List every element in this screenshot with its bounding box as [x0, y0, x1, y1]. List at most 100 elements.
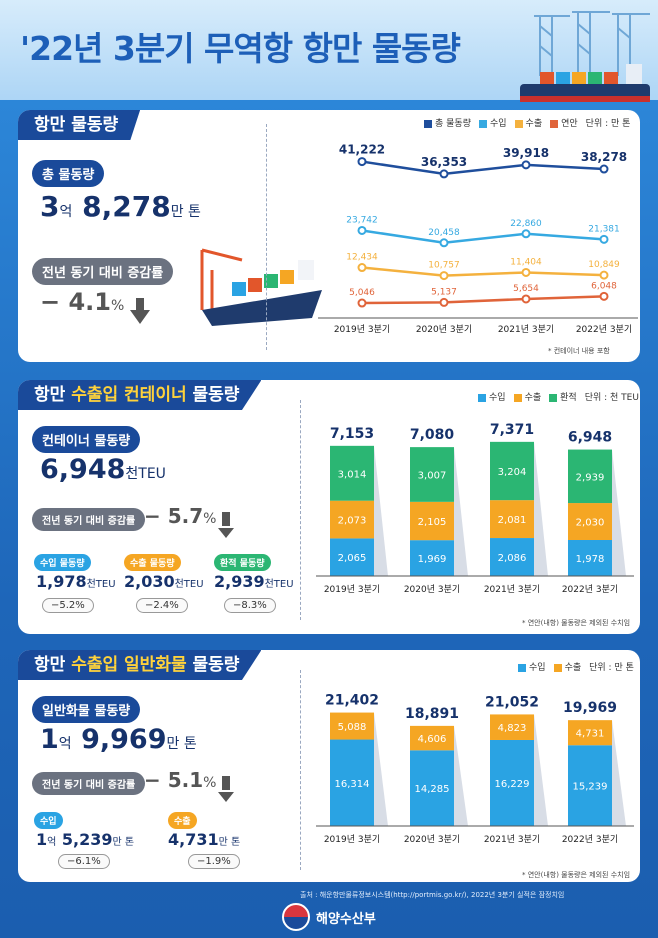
down-arrow-icon — [218, 776, 234, 802]
tag-highlight: 수출입 컨테이너 — [71, 385, 187, 405]
x-tick-label: 2022년 3분기 — [576, 324, 632, 335]
bar-segment — [410, 501, 454, 541]
data-label: 5,137 — [431, 287, 457, 297]
segment-label: 5,088 — [338, 722, 367, 733]
segment-label: 4,606 — [418, 734, 447, 745]
sub-value: 4,731만 톤 — [168, 830, 240, 849]
total-unit2: 만 톤 — [166, 736, 197, 752]
yoy-label: 전년 동기 대비 증감률 — [32, 508, 146, 531]
sub-unit: 천TEU — [174, 579, 204, 590]
sub-label: 수입 — [34, 812, 63, 829]
sub-number-b: 5,239 — [61, 830, 113, 849]
unit-label: 단위 : 천 TEU — [584, 393, 639, 403]
data-point — [599, 270, 609, 280]
panel-general-cargo-volume: 항만 수출입 일반화물 물동량 일반화물 물동량 1억 9,969만 톤 전년 … — [18, 650, 640, 882]
sub-value: 1억 5,239만 톤 — [36, 830, 134, 849]
x-tick-label: 2020년 3분기 — [404, 834, 460, 845]
data-label: 20,458 — [428, 228, 460, 238]
bar-shadow — [374, 712, 388, 826]
data-label: 39,918 — [503, 146, 549, 160]
segment-label: 4,731 — [576, 729, 605, 740]
data-label: 41,222 — [339, 143, 385, 157]
bar-segment — [410, 725, 454, 751]
segment-label: 3,014 — [338, 469, 367, 480]
total-label: 7,153 — [330, 426, 374, 442]
data-point — [599, 291, 609, 301]
segment-label: 14,285 — [415, 784, 450, 795]
bar-segment — [568, 720, 612, 746]
data-label: 36,353 — [421, 155, 467, 169]
data-point — [357, 225, 367, 235]
sub-label: 환적 물동량 — [214, 554, 271, 571]
legend-item: 연안 — [550, 116, 578, 129]
tag-post: 물동량 — [186, 385, 240, 405]
legend-label: 환적 — [560, 393, 577, 403]
total-label: 21,052 — [485, 694, 539, 710]
divider — [300, 400, 301, 620]
sub-unit-b: 만 톤 — [112, 837, 135, 848]
bar-segment — [330, 445, 374, 501]
legend-label: 수입 — [489, 393, 506, 403]
data-point — [357, 157, 367, 167]
x-tick-label: 2020년 3분기 — [404, 584, 460, 595]
series-line — [361, 160, 605, 176]
sub-label: 수출 물동량 — [124, 554, 181, 571]
data-label: 10,757 — [428, 261, 460, 271]
tag-pre: 항만 — [34, 655, 72, 675]
sub-value: 2,030천TEU — [124, 572, 204, 591]
sub-unit-a: 억 — [47, 837, 57, 848]
bar-segment — [330, 712, 374, 740]
data-label: 23,742 — [346, 215, 378, 225]
sub-value: 2,939천TEU — [214, 572, 294, 591]
ministry-name: 해양수산부 — [316, 911, 376, 927]
total-label: 19,969 — [563, 700, 617, 716]
data-point — [439, 169, 449, 179]
segment-label: 16,314 — [335, 779, 370, 790]
yoy-unit: % — [203, 511, 217, 527]
data-point — [521, 160, 531, 170]
bar-segment — [568, 745, 612, 826]
sub-number-b: 4,731 — [168, 830, 219, 849]
yoy-value: − 5.7% — [144, 504, 216, 528]
sub-number: 1,978 — [36, 572, 87, 591]
bar-segment — [490, 441, 534, 501]
data-point — [521, 294, 531, 304]
total-unit1: 억 — [59, 204, 73, 220]
down-arrow-icon — [130, 298, 150, 324]
sub-unit-b: 만 톤 — [218, 837, 241, 848]
legend-label: 총 물동량 — [435, 119, 471, 129]
segment-label: 2,086 — [498, 553, 527, 564]
yoy-label: 전년 동기 대비 증감률 — [32, 772, 146, 795]
divider — [266, 124, 267, 350]
sub-value: 1,978천TEU — [36, 572, 116, 591]
yoy-label: 전년 동기 대비 증감률 — [32, 258, 174, 285]
yoy-unit: % — [203, 775, 217, 791]
chart3-legend: 수입 수출 단위 : 만 톤 — [518, 660, 634, 673]
legend-item: 총 물동량 — [424, 116, 471, 129]
data-point — [439, 297, 449, 307]
tag-post: 물동량 — [186, 655, 240, 675]
crane-icon — [200, 248, 243, 310]
data-label: 6,048 — [591, 281, 617, 291]
yoy-number: − 5.7 — [144, 504, 204, 528]
data-label: 22,860 — [510, 219, 542, 229]
total-big2: 9,969 — [81, 724, 167, 755]
series-line — [361, 229, 605, 245]
sub-number: 2,030 — [124, 572, 175, 591]
total-label: 18,891 — [405, 706, 459, 722]
bar-segment — [410, 750, 454, 826]
legend-item: 환적 — [549, 390, 577, 403]
total-label: 총 물동량 — [32, 160, 105, 187]
legend-label: 수출 — [524, 393, 542, 403]
unit-label: 단위 : 만 톤 — [589, 663, 634, 673]
legend-item: 수출 — [553, 660, 581, 673]
bar-segment — [568, 449, 612, 504]
header-illustration — [520, 11, 650, 102]
panel-port-volume: 항만 물동량 총 물동량 3억 8,278만 톤 전년 동기 대비 증감률 − … — [18, 110, 640, 362]
crane-icon — [534, 11, 650, 76]
total-label: 7,371 — [490, 422, 534, 438]
data-label: 12,434 — [346, 253, 378, 263]
data-label: 38,278 — [581, 150, 627, 164]
bar-segment — [568, 540, 612, 576]
divider — [300, 670, 301, 870]
